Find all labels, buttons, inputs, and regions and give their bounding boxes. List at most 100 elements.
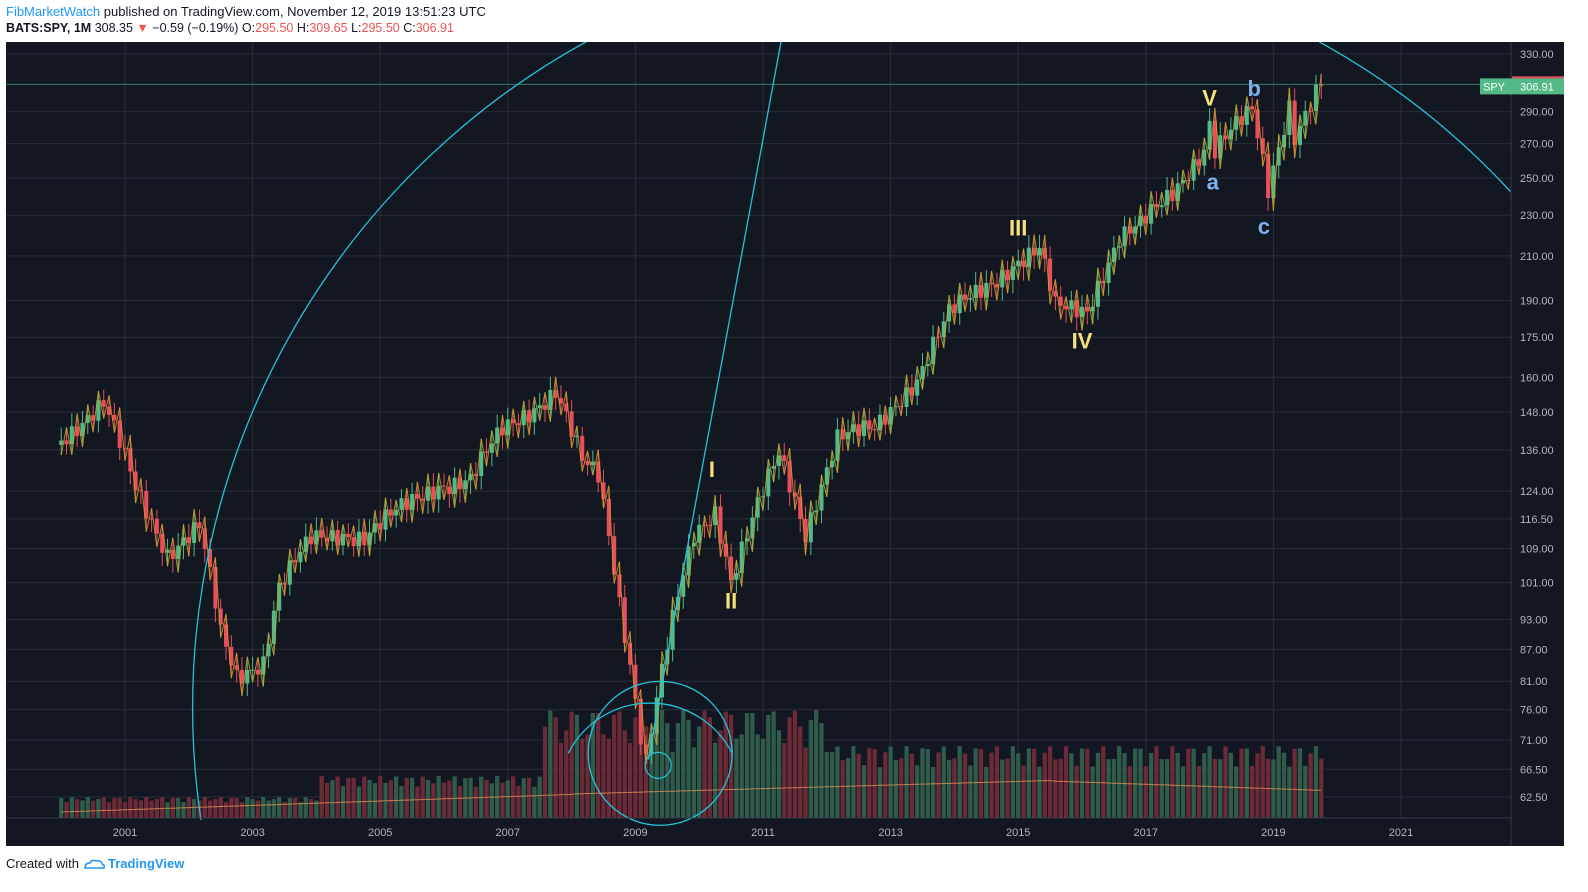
candle-body	[505, 419, 510, 436]
y-tick-label: 290.00	[1520, 107, 1554, 119]
volume-bar	[1313, 746, 1319, 818]
wave-label-a: a	[1207, 170, 1220, 195]
volume-bar	[1000, 759, 1005, 818]
candle-body	[1048, 258, 1053, 291]
volume-bar	[989, 752, 994, 818]
candle-body	[160, 533, 165, 553]
volume-bar	[750, 712, 755, 818]
candle-body	[75, 426, 80, 437]
candle-body	[436, 485, 441, 500]
volume-bar	[590, 713, 595, 818]
volume-bar	[633, 717, 638, 818]
candle-body	[973, 284, 978, 299]
candle-body	[580, 435, 585, 461]
candle-body	[707, 524, 712, 526]
volume-bar	[452, 776, 457, 818]
volume-bar	[1069, 753, 1074, 818]
y-tick-label: 190.00	[1520, 296, 1554, 308]
volume-bar	[261, 797, 266, 818]
candle-body	[713, 506, 718, 526]
volume-bar	[739, 734, 744, 818]
candle-body	[925, 364, 930, 367]
volume-bar	[627, 743, 633, 818]
candle-body	[170, 549, 175, 560]
volume-bar	[128, 797, 133, 818]
candle-body	[293, 560, 298, 563]
candle-body	[941, 321, 946, 338]
candle-body	[208, 549, 213, 567]
x-tick-label: 2015	[1006, 827, 1030, 839]
candle-body	[202, 528, 207, 550]
candle-body	[234, 665, 239, 670]
x-tick-label: 2013	[878, 827, 902, 839]
chart-background	[6, 42, 1564, 846]
candle-body	[771, 466, 776, 469]
candle-body	[138, 490, 143, 492]
x-tick-label: 2007	[496, 827, 520, 839]
candle-body	[1180, 179, 1186, 184]
y-tick-label: 76.00	[1520, 705, 1548, 717]
volume-bar	[686, 719, 691, 818]
x-tick-label: 2003	[240, 827, 264, 839]
volume-bar	[1308, 753, 1313, 818]
candle-body	[351, 537, 356, 547]
volume-bar	[271, 799, 276, 818]
close-label: C:	[403, 21, 416, 35]
candle-body	[766, 468, 771, 497]
volume-bar	[542, 726, 548, 818]
volume-bar	[1127, 766, 1132, 818]
volume-bar	[1255, 753, 1260, 818]
candle-body	[776, 455, 781, 467]
candle-body	[69, 426, 74, 445]
volume-bar	[702, 710, 707, 818]
volume-bar	[867, 748, 872, 818]
volume-bar	[941, 746, 946, 818]
candle-body	[80, 422, 85, 437]
volume-bar	[394, 776, 399, 818]
volume-bar	[888, 746, 893, 818]
volume-bar	[85, 797, 90, 818]
volume-bar	[1148, 753, 1154, 818]
volume-bar	[229, 797, 234, 818]
y-tick-label: 109.00	[1520, 544, 1554, 556]
candle-body	[495, 427, 500, 444]
candle-body	[197, 522, 202, 529]
candle-body	[899, 406, 904, 408]
candle-body	[1212, 120, 1217, 159]
volume-bar	[824, 751, 829, 818]
publish-line: FibMarketWatch published on TradingView.…	[6, 4, 486, 19]
wave-label-b: b	[1248, 76, 1261, 101]
volume-bar	[1053, 759, 1058, 818]
candle-body	[388, 509, 393, 516]
candle-body	[452, 477, 457, 495]
candle-body	[112, 414, 117, 421]
footer: Created with TradingView	[6, 856, 184, 871]
volume-bar	[362, 776, 367, 818]
volume-bar	[1037, 766, 1042, 818]
volume-bar	[580, 738, 585, 818]
candle-body	[303, 536, 308, 552]
candle-body	[1319, 84, 1324, 86]
candle-body	[814, 510, 819, 513]
volume-bar	[1218, 759, 1223, 818]
volume-bar	[755, 734, 760, 818]
candle-body	[1218, 135, 1223, 159]
candle-body	[633, 664, 638, 699]
tradingview-logo[interactable]: TradingView	[83, 856, 184, 871]
candle-body	[1260, 138, 1265, 155]
candle-body	[558, 398, 563, 404]
candle-body	[255, 669, 260, 675]
author-link[interactable]: FibMarketWatch	[6, 4, 101, 19]
candle-body	[314, 530, 319, 545]
candle-body	[463, 480, 468, 490]
volume-bar	[484, 779, 489, 818]
volume-bar	[612, 714, 617, 818]
wave-label-V: V	[1202, 85, 1217, 110]
candle-body	[420, 498, 425, 501]
candle-body	[1127, 226, 1132, 234]
candle-body	[1010, 266, 1015, 281]
candle-body	[340, 533, 346, 546]
candle-body	[489, 443, 494, 453]
